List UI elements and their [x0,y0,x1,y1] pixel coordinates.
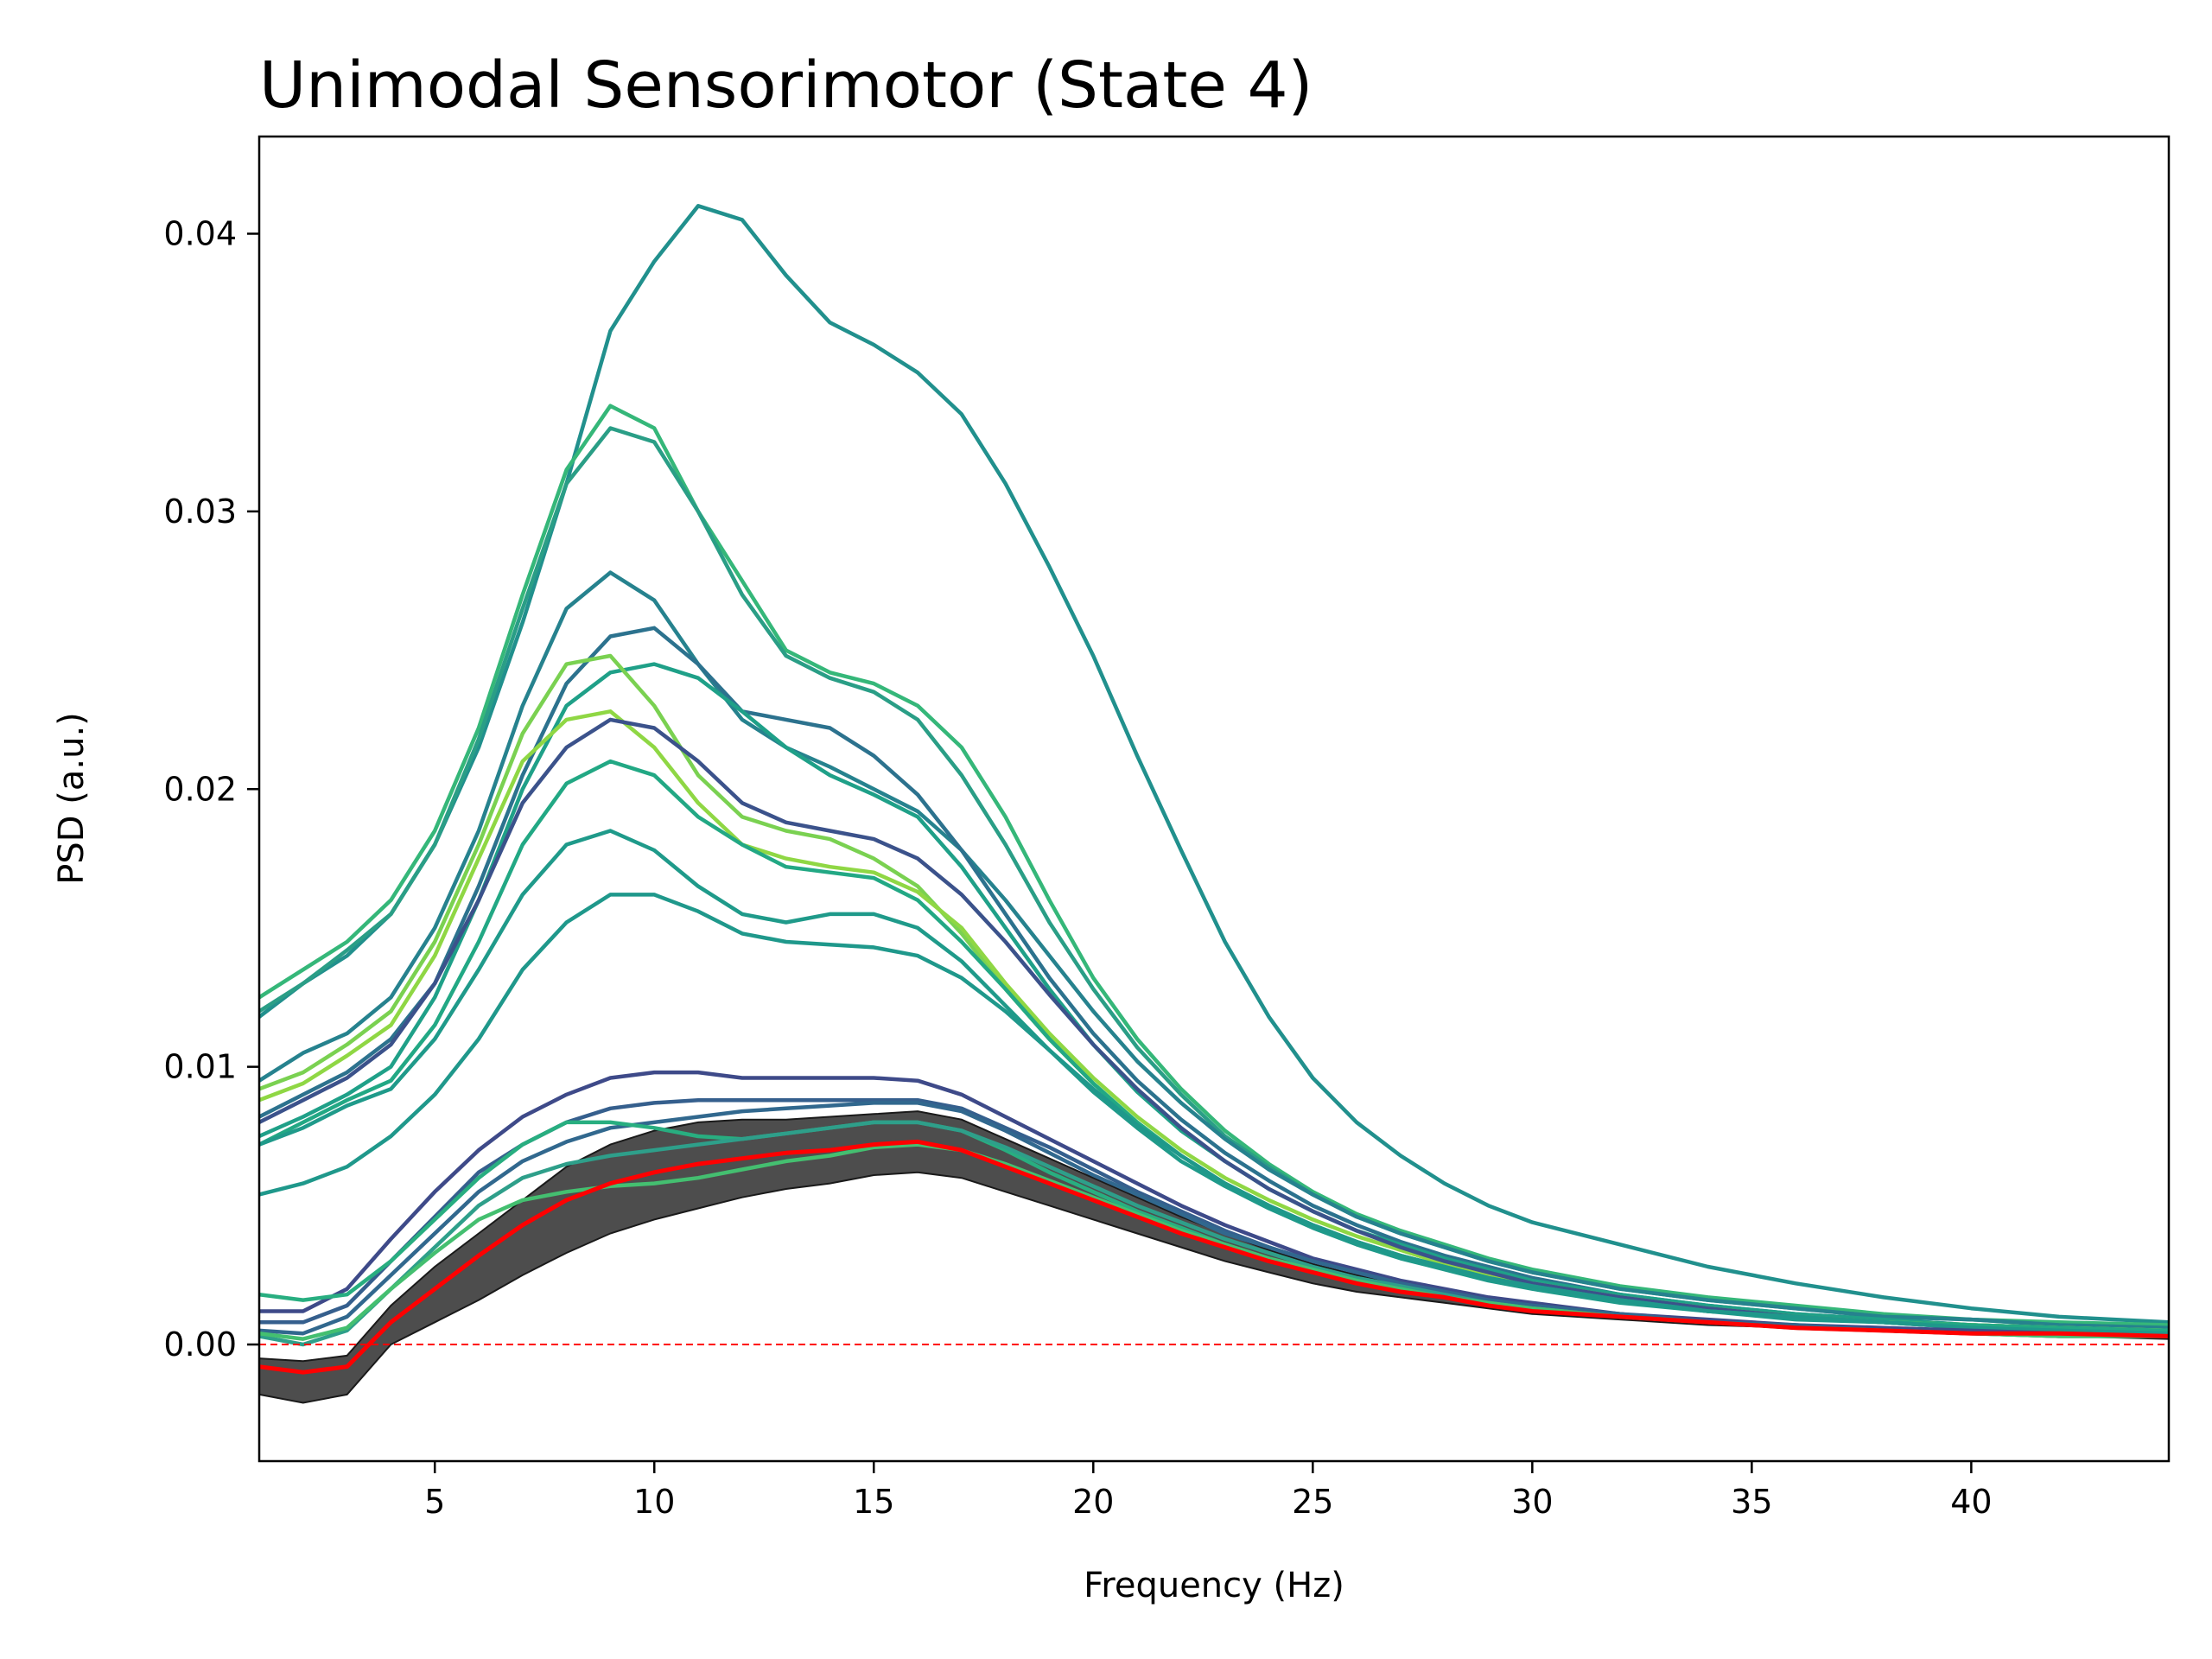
series-line-6 [259,662,2169,1333]
y-axis-label: PSD (a.u.) [52,712,92,885]
confidence-band [259,1110,2169,1404]
x-axis-label: Frequency (Hz) [1084,1566,1344,1605]
series-line-2 [259,404,2169,1327]
x-tick-label: 15 [853,1483,894,1521]
series-line-9 [259,717,2169,1336]
plot-frame [257,135,2171,1463]
y-tick-label: 0.03 [163,493,237,531]
y-axis-ticks: 0.00 0.01 0.02 0.03 0.04 [163,214,259,1363]
series-line-4 [259,570,2169,1330]
x-tick-label: 25 [1292,1483,1333,1521]
y-tick-label: 0.01 [163,1048,237,1086]
chart-title: Unimodal Sensorimotor (State 4) [259,48,1313,123]
series-line-12 [259,893,2169,1336]
y-tick-label: 0.00 [163,1325,237,1363]
y-tick-label: 0.02 [163,770,237,808]
x-tick-label: 35 [1731,1483,1772,1521]
plot-area [259,204,2169,1404]
x-tick-label: 10 [633,1483,675,1521]
series-lines [259,204,2169,1375]
x-tick-label: 40 [1950,1483,1992,1521]
series-line-15 [259,1101,2169,1338]
mean-series-line [259,1139,2169,1375]
x-tick-label: 20 [1072,1483,1114,1521]
x-tick-label: 30 [1511,1483,1553,1521]
x-axis-ticks: 5 10 15 20 25 30 35 40 [424,1461,1993,1521]
y-tick-label: 0.04 [163,214,237,252]
x-tick-label: 5 [424,1483,445,1521]
series-line-1 [259,204,2169,1325]
